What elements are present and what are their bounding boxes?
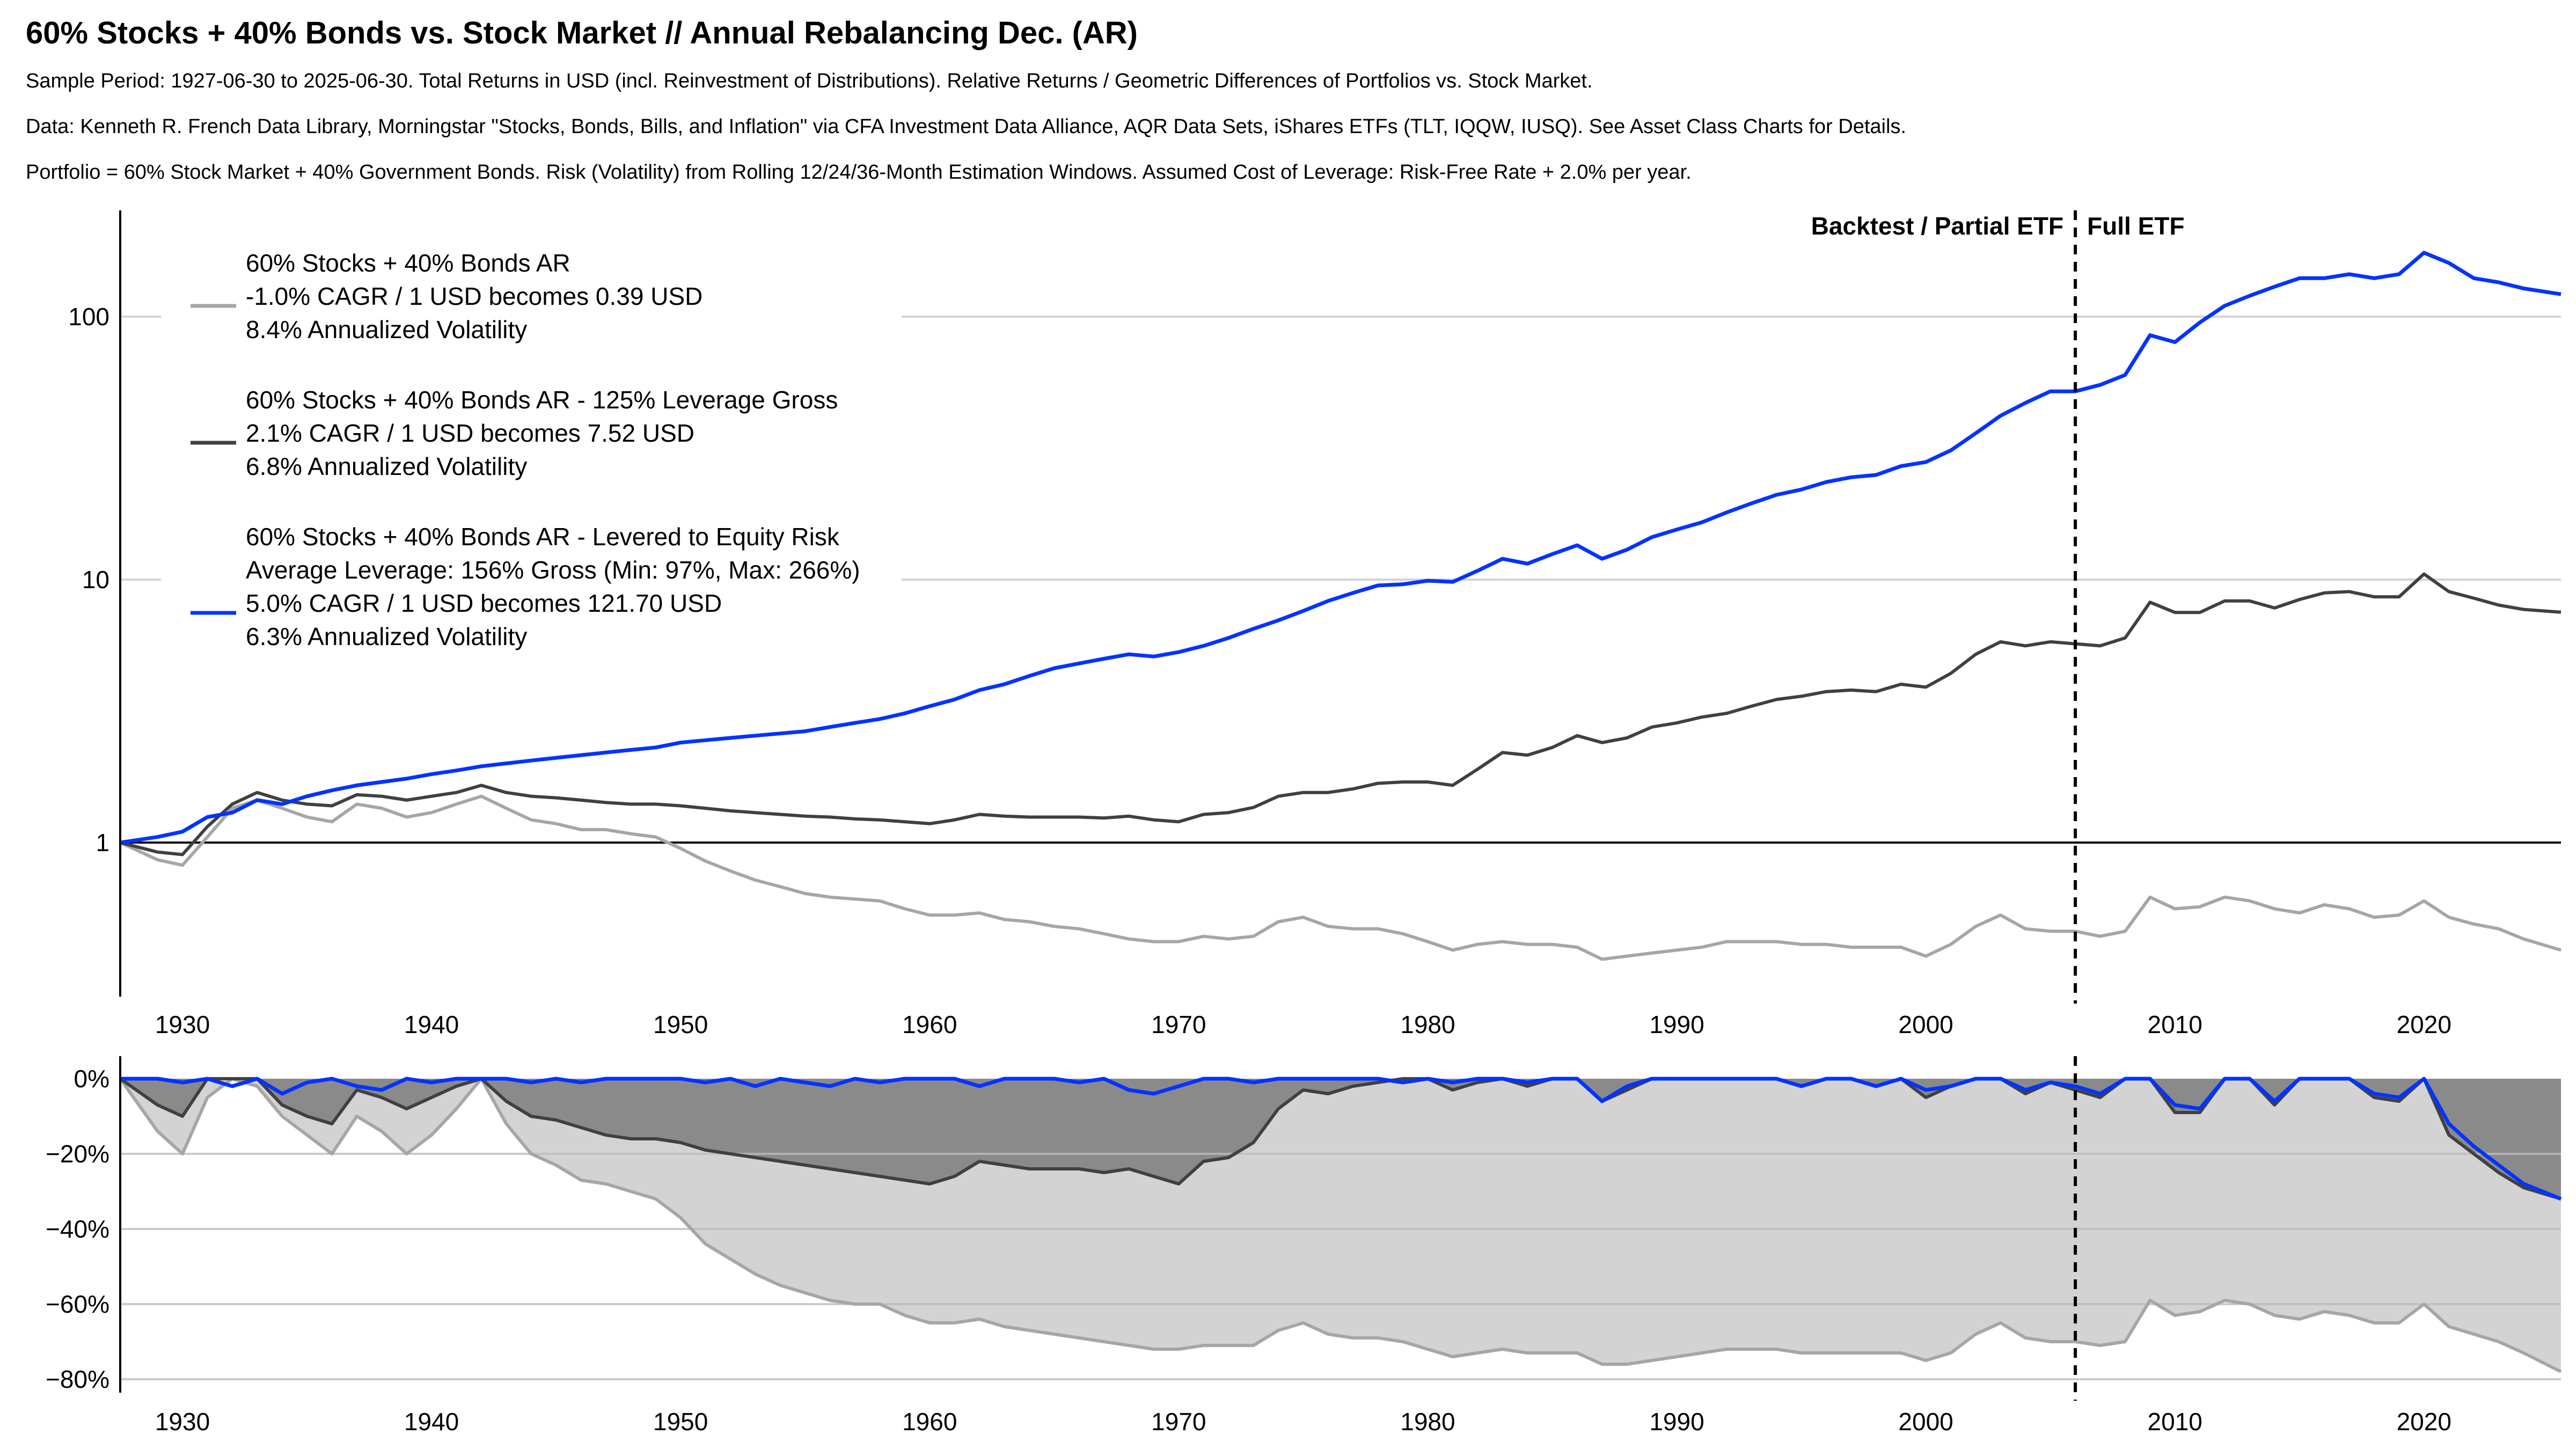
legend: 60% Stocks + 40% Bonds AR -1.0% CAGR / 1 …: [161, 225, 902, 655]
drawdown-y-tick-label: −40%: [46, 1215, 109, 1243]
main-x-tick-label: 2000: [1898, 1011, 1953, 1038]
drawdown-area-unlevered: [120, 1079, 2561, 1372]
main-panel: 1 10 100 1930 1940 1950 1960 1970 1980 1990 2000 2…: [68, 210, 2562, 1038]
legend-background: [161, 225, 902, 655]
main-x-tick-label: 1950: [653, 1011, 708, 1038]
drawdown-x-tick-label: 1980: [1400, 1408, 1455, 1436]
drawdown-areas: [120, 1079, 2561, 1372]
drawdown-series-lines: [119, 1077, 2562, 1373]
drawdown-y-tick-label: −20%: [46, 1140, 109, 1168]
drawdown-area-lev125: [120, 1079, 2561, 1199]
legend-text: 60% Stocks + 40% Bonds AR: [246, 249, 570, 277]
drawdown-x-tick-label: 1930: [155, 1408, 210, 1436]
legend-text: Average Leverage: 156% Gross (Min: 97%, …: [246, 556, 860, 584]
subtitle-sample-period: Sample Period: 1927-06-30 to 2025-06-30.…: [26, 70, 1593, 92]
drawdown-panel: 0%−20%−40%−60%−80% 1930 1940 1950 1960 1970 1…: [46, 1056, 2562, 1436]
legend-text: 6.3% Annualized Volatility: [246, 623, 527, 650]
drawdown-y-tick-label: −60%: [46, 1290, 109, 1318]
drawdown-x-tick-label: 2010: [2148, 1408, 2202, 1436]
drawdown-y-tick-label: 0%: [74, 1065, 109, 1093]
main-y-tick-label: 10: [82, 566, 109, 594]
legend-text: 6.8% Annualized Volatility: [246, 452, 527, 480]
chart-title: 60% Stocks + 40% Bonds vs. Stock Market …: [26, 16, 1138, 50]
main-x-tick-label: 1980: [1400, 1011, 1455, 1038]
series-line-unlevered: [119, 794, 2562, 961]
series-line-lev125: [120, 572, 2562, 857]
subtitle-data-sources: Data: Kenneth R. French Data Library, Mo…: [26, 115, 1906, 138]
drawdown-x-tick-label: 1950: [653, 1408, 708, 1436]
main-x-tick-label: 2020: [2397, 1011, 2451, 1038]
main-y-tick-label: 1: [96, 829, 109, 857]
main-y-tick-labels: 1 10 100: [68, 303, 109, 857]
legend-text: 60% Stocks + 40% Bonds AR - 125% Leverag…: [246, 386, 838, 414]
drawdown-x-tick-label: 1940: [404, 1408, 459, 1436]
subtitle-portfolio-definition: Portfolio = 60% Stock Market + 40% Gover…: [26, 161, 1692, 184]
legend-text: 2.1% CAGR / 1 USD becomes 7.52 USD: [246, 419, 694, 447]
main-series-lines: [119, 251, 2562, 961]
main-x-tick-label: 1960: [902, 1011, 957, 1038]
main-x-tick-label: 2010: [2148, 1011, 2202, 1038]
drawdown-x-tick-label: 1960: [902, 1408, 957, 1436]
drawdown-x-tick-labels: 1930 1940 1950 1960 1970 1980 1990 2000 2010 2020: [155, 1408, 2451, 1436]
drawdown-y-tick-labels: 0% −20% −40% −60% −80%: [46, 1065, 109, 1393]
drawdown-x-tick-label: 2020: [2397, 1408, 2451, 1436]
main-x-tick-labels: 1930 1940 1950 1960 1970 1980 1990 2000 2010 2020: [155, 1011, 2451, 1038]
legend-text: 5.0% CAGR / 1 USD becomes 121.70 USD: [246, 589, 722, 617]
main-x-tick-label: 1970: [1151, 1011, 1206, 1038]
legend-text: 8.4% Annualized Volatility: [246, 316, 527, 343]
drawdown-line-levered_equity_risk: [120, 1077, 2562, 1201]
drawdown-line-unlevered: [119, 1077, 2562, 1373]
legend-text: 60% Stocks + 40% Bonds AR - Levered to E…: [246, 523, 840, 551]
series-line-levered_equity_risk: [120, 251, 2562, 845]
main-x-tick-label: 1930: [155, 1011, 210, 1038]
main-x-tick-label: 1940: [404, 1011, 459, 1038]
main-y-tick-label: 100: [68, 303, 109, 331]
legend-text: -1.0% CAGR / 1 USD becomes 0.39 USD: [246, 282, 702, 310]
drawdown-x-tick-label: 2000: [1898, 1408, 1953, 1436]
region-label-backtest: Backtest / Partial ETF: [1811, 212, 2063, 240]
drawdown-x-tick-label: 1990: [1649, 1408, 1704, 1436]
main-x-tick-label: 1990: [1649, 1011, 1704, 1038]
drawdown-x-tick-label: 1970: [1151, 1408, 1206, 1436]
region-label-full-etf: Full ETF: [2087, 212, 2184, 240]
drawdown-y-tick-label: −80%: [46, 1365, 109, 1393]
